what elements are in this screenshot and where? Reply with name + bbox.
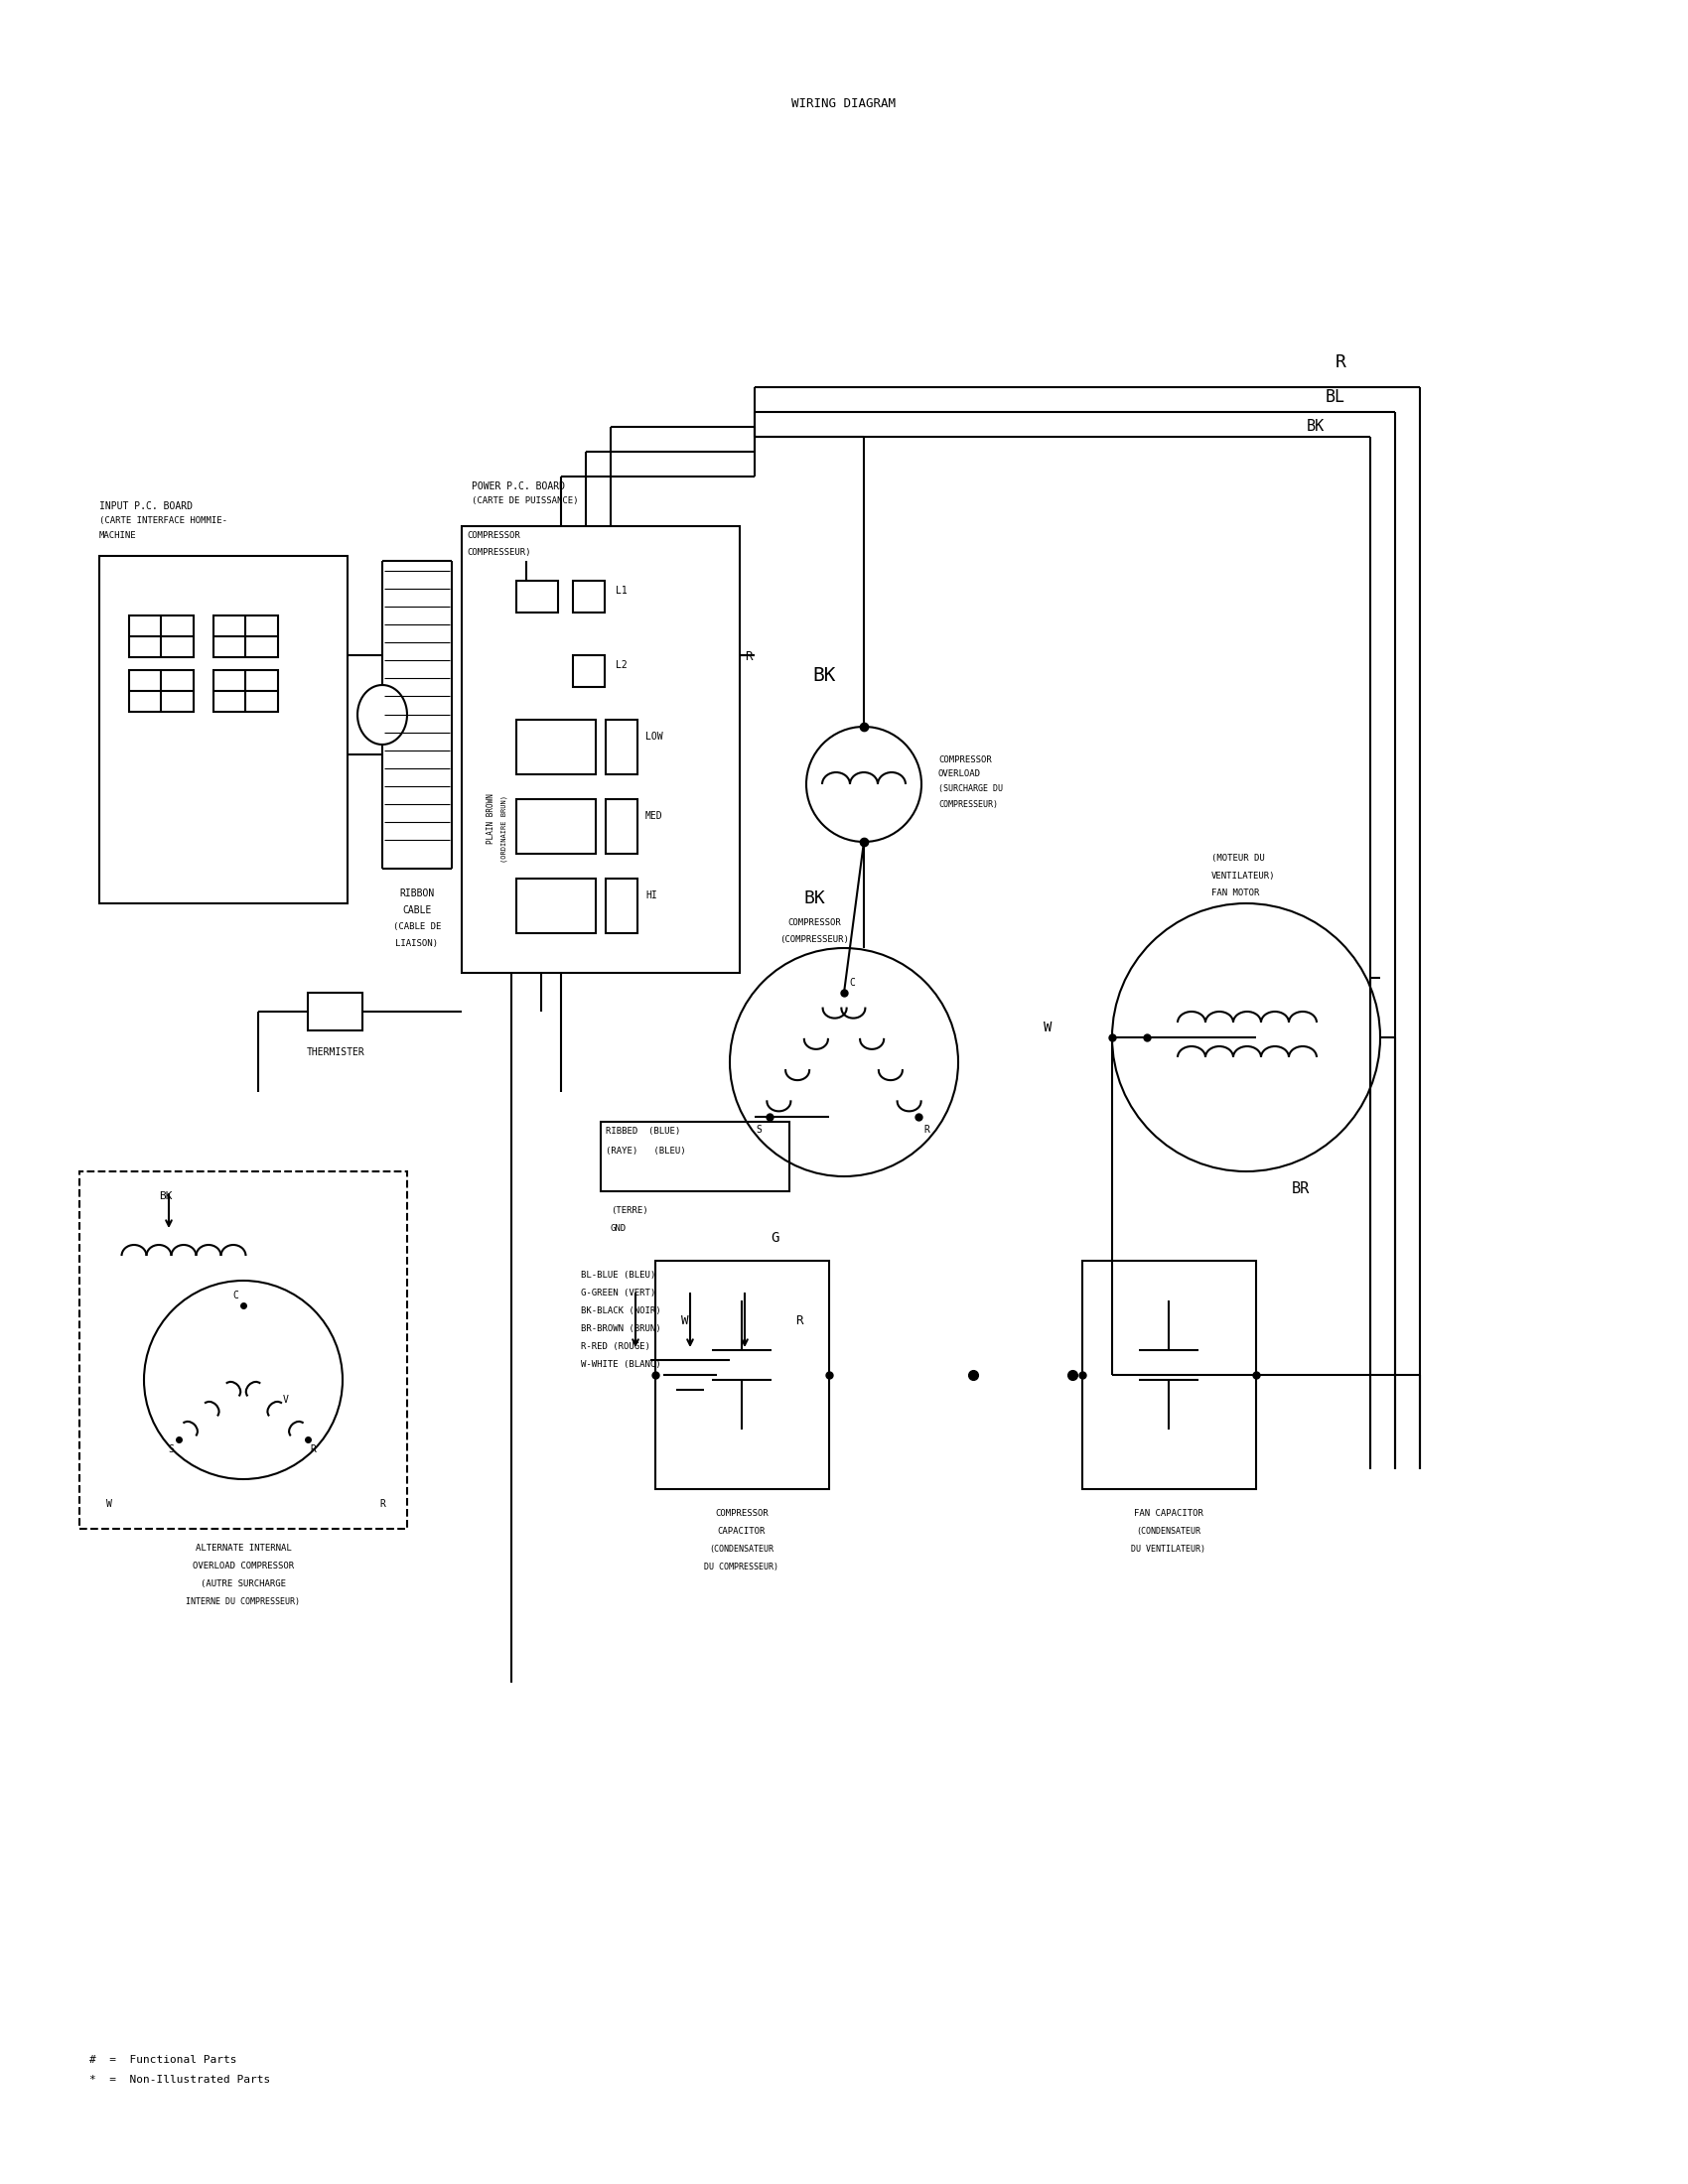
- Text: GND: GND: [611, 1223, 626, 1234]
- Bar: [517, 799, 596, 854]
- Text: WIRING DIAGRAM: WIRING DIAGRAM: [792, 98, 896, 111]
- Text: #  =  Functional Parts: # = Functional Parts: [89, 2055, 236, 2064]
- Bar: [79, 1171, 407, 1529]
- Text: L2: L2: [616, 660, 628, 670]
- Text: G: G: [770, 1232, 778, 1245]
- Text: (RAYE)   (BLEU): (RAYE) (BLEU): [606, 1147, 685, 1155]
- Text: COMPRESSOR: COMPRESSOR: [788, 917, 841, 928]
- Text: R: R: [744, 651, 753, 664]
- Bar: [128, 670, 194, 712]
- Text: DU COMPRESSEUR): DU COMPRESSEUR): [704, 1562, 778, 1572]
- Text: HI: HI: [645, 891, 657, 900]
- Text: BK: BK: [812, 666, 836, 684]
- Bar: [601, 1123, 790, 1190]
- Text: POWER P.C. BOARD: POWER P.C. BOARD: [471, 480, 565, 491]
- Bar: [517, 721, 596, 775]
- Text: (COMPRESSEUR): (COMPRESSEUR): [780, 935, 849, 943]
- Text: W: W: [106, 1498, 111, 1509]
- Text: COMPRESSEUR): COMPRESSEUR): [939, 799, 998, 808]
- Text: *  =  Non-Illustrated Parts: * = Non-Illustrated Parts: [89, 2075, 270, 2086]
- Text: R: R: [311, 1444, 316, 1455]
- Text: S: S: [167, 1444, 174, 1455]
- Text: DU VENTILATEUR): DU VENTILATEUR): [1131, 1544, 1205, 1553]
- Text: (CONDENSATEUR: (CONDENSATEUR: [709, 1544, 775, 1553]
- Text: COMPRESSEUR): COMPRESSEUR): [466, 548, 530, 557]
- Text: S: S: [756, 1125, 761, 1136]
- Bar: [100, 557, 348, 904]
- Text: LOW: LOW: [645, 732, 663, 743]
- Text: FAN CAPACITOR: FAN CAPACITOR: [1134, 1509, 1204, 1518]
- Text: CABLE: CABLE: [402, 906, 432, 915]
- Bar: [128, 616, 194, 657]
- Bar: [572, 655, 604, 688]
- Text: W-WHITE (BLANC): W-WHITE (BLANC): [581, 1361, 662, 1369]
- Text: ALTERNATE INTERNAL: ALTERNATE INTERNAL: [196, 1544, 292, 1553]
- Text: (ORDINAIRE BRUN): (ORDINAIRE BRUN): [501, 795, 508, 863]
- Bar: [213, 616, 279, 657]
- Bar: [606, 721, 638, 775]
- Text: BR: BR: [1291, 1182, 1310, 1197]
- Text: (CONDENSATEUR: (CONDENSATEUR: [1136, 1527, 1200, 1535]
- Text: BK: BK: [803, 889, 825, 906]
- Text: (SURCHARGE DU: (SURCHARGE DU: [939, 784, 1003, 793]
- Bar: [517, 878, 596, 933]
- Text: BK: BK: [159, 1190, 172, 1201]
- Text: W: W: [1043, 1020, 1052, 1035]
- Text: PLAIN BROWN: PLAIN BROWN: [488, 793, 496, 845]
- Text: FAN MOTOR: FAN MOTOR: [1212, 889, 1259, 898]
- Text: C: C: [849, 978, 854, 987]
- Text: COMPRESSOR: COMPRESSOR: [716, 1509, 768, 1518]
- Text: BL: BL: [1325, 389, 1345, 406]
- Text: R: R: [1335, 354, 1345, 371]
- Text: R: R: [380, 1498, 385, 1509]
- Bar: [307, 994, 363, 1031]
- Bar: [213, 670, 279, 712]
- Bar: [1082, 1260, 1256, 1489]
- Text: OVERLOAD: OVERLOAD: [939, 771, 981, 780]
- Text: (AUTRE SURCHARGE: (AUTRE SURCHARGE: [201, 1579, 285, 1588]
- Text: (TERRE): (TERRE): [611, 1206, 648, 1214]
- Text: V: V: [284, 1396, 289, 1404]
- Text: BK: BK: [1307, 419, 1325, 435]
- Text: COMPRESSOR: COMPRESSOR: [466, 531, 520, 539]
- Bar: [655, 1260, 829, 1489]
- Text: R: R: [923, 1125, 930, 1136]
- Text: MED: MED: [645, 810, 663, 821]
- Text: INPUT P.C. BOARD: INPUT P.C. BOARD: [100, 502, 192, 511]
- Text: (MOTEUR DU: (MOTEUR DU: [1212, 854, 1264, 863]
- Text: VENTILATEUR): VENTILATEUR): [1212, 871, 1276, 880]
- Text: BL-BLUE (BLEU): BL-BLUE (BLEU): [581, 1271, 655, 1280]
- Bar: [606, 799, 638, 854]
- Text: COMPRESSOR: COMPRESSOR: [939, 756, 991, 764]
- Text: C: C: [233, 1291, 238, 1299]
- Bar: [517, 581, 559, 612]
- Text: (CARTE INTERFACE HOMMIE-: (CARTE INTERFACE HOMMIE-: [100, 515, 228, 524]
- Text: R-RED (ROUGE): R-RED (ROUGE): [581, 1343, 650, 1352]
- Text: (CARTE DE PUISSANCE): (CARTE DE PUISSANCE): [471, 496, 579, 505]
- Text: LIAISON): LIAISON): [395, 939, 439, 948]
- Bar: [572, 581, 604, 612]
- Text: OVERLOAD COMPRESSOR: OVERLOAD COMPRESSOR: [192, 1562, 294, 1570]
- Text: G-GREEN (VERT): G-GREEN (VERT): [581, 1289, 655, 1297]
- Text: BK-BLACK (NOIR): BK-BLACK (NOIR): [581, 1306, 662, 1315]
- Text: INTERNE DU COMPRESSEUR): INTERNE DU COMPRESSEUR): [186, 1597, 300, 1605]
- Bar: [606, 878, 638, 933]
- Text: W: W: [682, 1315, 689, 1326]
- Text: THERMISTER: THERMISTER: [307, 1048, 365, 1057]
- Text: RIBBED  (BLUE): RIBBED (BLUE): [606, 1127, 680, 1136]
- Text: L1: L1: [616, 585, 628, 596]
- Text: BR-BROWN (BRUN): BR-BROWN (BRUN): [581, 1324, 662, 1332]
- Text: (CABLE DE: (CABLE DE: [393, 922, 441, 930]
- Text: MACHINE: MACHINE: [100, 531, 137, 539]
- Text: CAPACITOR: CAPACITOR: [717, 1527, 766, 1535]
- Bar: [463, 526, 739, 972]
- Text: R: R: [795, 1315, 803, 1326]
- Text: RIBBON: RIBBON: [400, 889, 434, 898]
